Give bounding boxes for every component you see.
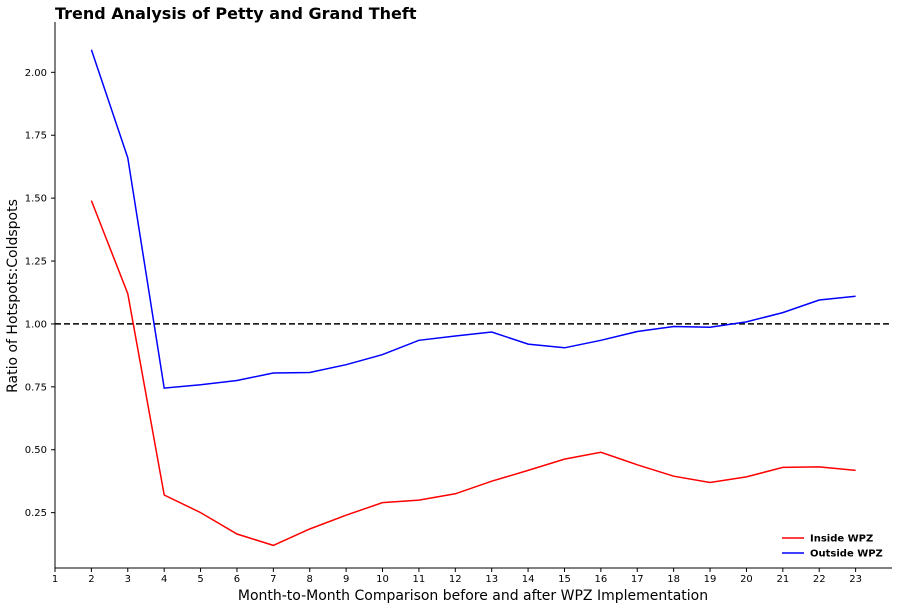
x-tick-label: 8 bbox=[307, 574, 313, 585]
x-tick-label: 7 bbox=[270, 574, 276, 585]
y-axis-label: Ratio of Hotspots:Coldspots bbox=[5, 199, 21, 393]
series-line-outside-wpz bbox=[90, 49, 856, 389]
legend: Inside WPZ Outside WPZ bbox=[782, 534, 883, 560]
x-tick-label: 22 bbox=[813, 574, 826, 585]
x-axis-ticks: 1 2 3 4 5 6 7 8 9 10 11 12 13 14 15 16 17 18 19 20 21 22 23 bbox=[52, 568, 862, 585]
x-tick-label: 23 bbox=[849, 574, 862, 585]
legend-label: Outside WPZ bbox=[810, 549, 883, 560]
x-tick-label: 9 bbox=[343, 574, 349, 585]
x-axis-label: Month-to-Month Comparison before and aft… bbox=[238, 588, 708, 604]
y-tick-label: 1.50 bbox=[25, 194, 47, 205]
x-tick-label: 21 bbox=[776, 574, 789, 585]
x-tick-label: 2 bbox=[88, 574, 94, 585]
x-tick-label: 3 bbox=[125, 574, 131, 585]
x-tick-label: 15 bbox=[558, 574, 571, 585]
x-tick-label: 16 bbox=[595, 574, 608, 585]
legend-label: Inside WPZ bbox=[810, 534, 873, 545]
y-tick-label: 2.00 bbox=[25, 68, 47, 79]
plot-area bbox=[54, 22, 892, 569]
chart-title: Trend Analysis of Petty and Grand Theft bbox=[55, 4, 417, 23]
x-tick-label: 20 bbox=[740, 574, 753, 585]
y-tick-label: 1.75 bbox=[25, 131, 47, 142]
series-line-inside-wpz bbox=[90, 200, 856, 547]
x-tick-label: 4 bbox=[161, 574, 167, 585]
y-tick-label: 1.25 bbox=[25, 257, 47, 268]
x-tick-label: 14 bbox=[522, 574, 535, 585]
x-tick-label: 1 bbox=[52, 574, 58, 585]
x-tick-label: 18 bbox=[667, 574, 680, 585]
x-tick-label: 17 bbox=[631, 574, 644, 585]
x-tick-label: 12 bbox=[449, 574, 462, 585]
y-tick-label: 0.75 bbox=[25, 382, 47, 393]
x-tick-label: 10 bbox=[376, 574, 389, 585]
x-tick-label: 6 bbox=[234, 574, 240, 585]
x-tick-label: 11 bbox=[413, 574, 426, 585]
x-tick-label: 5 bbox=[197, 574, 203, 585]
y-tick-label: 1.00 bbox=[25, 319, 47, 330]
y-tick-label: 0.50 bbox=[25, 445, 47, 456]
y-axis-ticks: 0.25 0.50 0.75 1.00 1.25 1.50 1.75 2.00 bbox=[25, 68, 55, 519]
x-tick-label: 19 bbox=[704, 574, 717, 585]
x-tick-label: 13 bbox=[485, 574, 498, 585]
y-tick-label: 0.25 bbox=[25, 508, 47, 519]
